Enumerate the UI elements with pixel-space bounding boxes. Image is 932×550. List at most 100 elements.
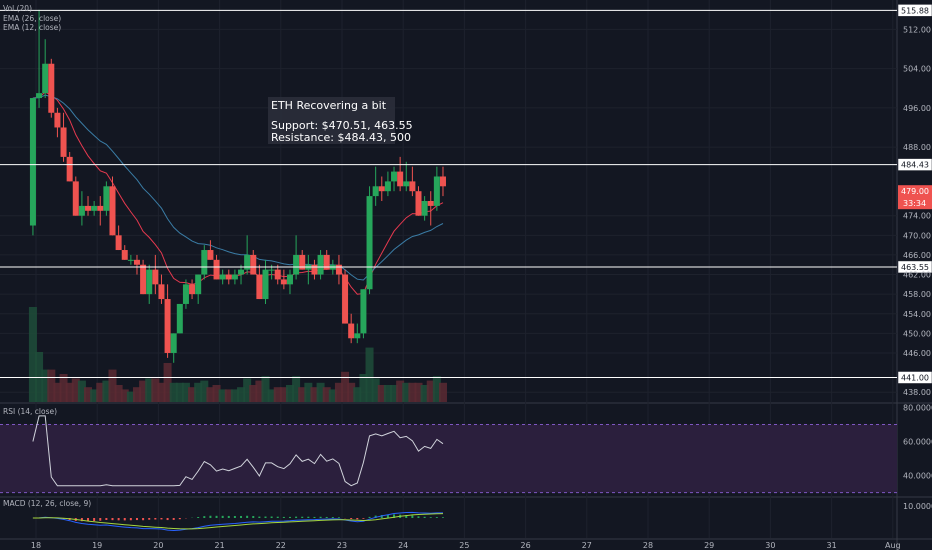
macd-signal-line [32, 513, 444, 530]
candle-body [372, 186, 379, 197]
volume-bar [316, 382, 325, 402]
volume-bar [279, 387, 288, 402]
candle-body [238, 269, 245, 275]
legend-rsi: RSI (14, close) [3, 407, 57, 416]
volume-bar [59, 374, 68, 402]
volume-bar [396, 380, 405, 402]
axes: 18 19 20 21 22 23 24 25 26 27 28 29 30 31 Aug 438.00 446… [31, 25, 932, 550]
level-tag-label: 463.55 [901, 263, 929, 272]
volume-bar [322, 387, 331, 402]
macd-y-tick-label: 10.0000 [903, 502, 932, 511]
candle-body [342, 274, 349, 324]
rsi-line-path [32, 415, 444, 487]
x-tick-label: 22 [276, 541, 286, 550]
candle-body [140, 264, 147, 295]
volume-bar [304, 382, 313, 402]
volume-bar [96, 382, 105, 402]
volume-bar [426, 380, 435, 402]
y-tick-label: 458.00 [903, 290, 931, 299]
candle-body [391, 171, 398, 182]
countdown-label: 33:34 [903, 199, 926, 208]
candle-body [427, 201, 434, 206]
volume-bar [102, 380, 111, 402]
x-tick-label: 20 [153, 541, 163, 550]
candle-body [225, 274, 232, 280]
candle-body [36, 93, 43, 99]
volume-bar [310, 387, 319, 402]
candle-body [262, 269, 269, 300]
level-tag [897, 371, 932, 384]
volume-bar [47, 369, 56, 402]
candle-body [29, 98, 36, 226]
x-tick-label: Aug [885, 541, 901, 550]
volume-bar [249, 385, 258, 402]
level-tag-label: 441.00 [901, 373, 929, 382]
volume-bar [151, 378, 160, 402]
volume-bar [120, 389, 129, 402]
last-price-label: 479.00 [901, 187, 929, 196]
volume-bar [341, 371, 350, 402]
volume-bar [77, 380, 86, 402]
volume-bar [261, 376, 270, 402]
ema-26-line [32, 94, 444, 281]
volume-bar [145, 378, 154, 402]
x-tick-label: 24 [398, 541, 408, 550]
annotation-box[interactable]: ETH Recovering a bit Support: $470.51, 4… [268, 97, 413, 144]
candle-body [286, 274, 293, 285]
candle-body [378, 186, 385, 192]
candle-body [146, 269, 153, 295]
y-tick-label: 470.00 [903, 231, 931, 240]
candle-body [54, 112, 61, 128]
annotation-bg [268, 97, 395, 144]
volume-bar [53, 382, 62, 402]
candle-body [91, 205, 98, 211]
rsi-y-tick-label: 40.0000 [903, 472, 932, 481]
level-tag [897, 260, 932, 274]
horizontal-lines[interactable]: 515.88 484.43 463.55 441.00 479.00 33:34 [0, 4, 932, 384]
volume-bar [371, 378, 380, 402]
volume-bar [438, 382, 447, 402]
volume-bar [383, 385, 392, 402]
candle-body [152, 269, 159, 285]
candle-body [250, 254, 257, 275]
macd-lines [32, 511, 444, 532]
volume-bar [28, 307, 37, 402]
level-tag-label: 515.88 [901, 6, 929, 15]
legend-vol: Vol (20) [3, 4, 32, 13]
candle-body [433, 176, 440, 206]
candle-body [207, 250, 214, 260]
volume-bar [218, 389, 227, 402]
legends: Vol (20) EMA (26, close) EMA (12, close)… [3, 4, 91, 508]
volume-bar [194, 382, 203, 402]
volume-bar [420, 385, 429, 402]
candlesticks[interactable] [29, 9, 446, 363]
volume-bar [90, 389, 99, 402]
volume-bar [169, 382, 178, 402]
y-tick-label: 450.00 [903, 329, 931, 338]
candle-body [219, 274, 226, 280]
candle-body [170, 333, 177, 353]
volume-bar [273, 387, 282, 402]
candle-body [415, 191, 422, 216]
candle-body [299, 254, 306, 270]
volume-bar [237, 387, 246, 402]
legend-ema26: EMA (26, close) [3, 14, 61, 23]
x-tick-label: 29 [704, 541, 714, 550]
candle-body [360, 289, 367, 334]
volume-bar [188, 387, 197, 402]
annotation-support: Support: $470.51, 463.55 [271, 119, 413, 132]
candle-body [348, 323, 355, 339]
level-tag [897, 158, 932, 171]
candle-body [384, 181, 391, 192]
macd-line [32, 511, 443, 532]
volume-bar [255, 380, 264, 402]
candle-body [66, 156, 73, 182]
level-tag-label: 484.43 [901, 161, 929, 170]
candle-body [78, 205, 85, 216]
rsi-band-fill [0, 424, 897, 493]
y-tick-label: 474.00 [903, 212, 931, 221]
x-tick-label: 21 [215, 541, 225, 550]
annotation-resistance: Resistance: $484.43, 500 [271, 131, 411, 144]
candle-body [133, 259, 140, 265]
